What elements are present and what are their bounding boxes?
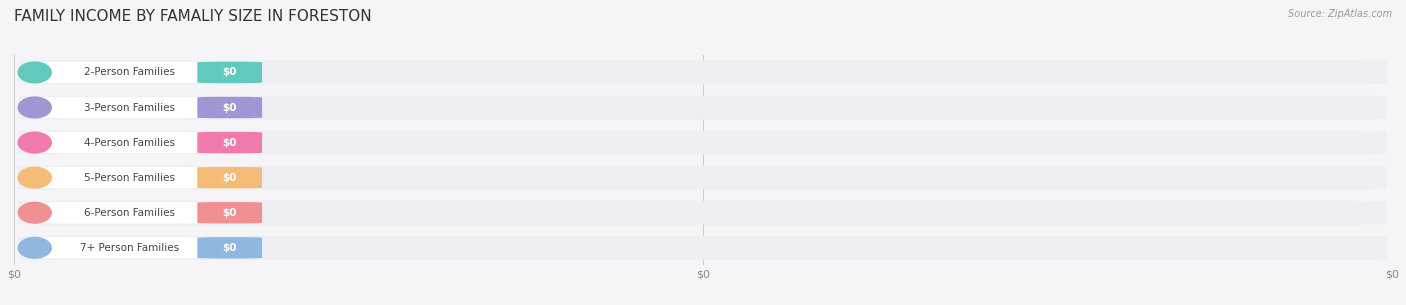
Text: FAMILY INCOME BY FAMALIY SIZE IN FORESTON: FAMILY INCOME BY FAMALIY SIZE IN FORESTO… xyxy=(14,9,371,24)
FancyBboxPatch shape xyxy=(197,202,262,224)
FancyBboxPatch shape xyxy=(197,237,262,259)
Text: $0: $0 xyxy=(222,243,238,253)
FancyBboxPatch shape xyxy=(197,132,262,153)
Ellipse shape xyxy=(18,238,51,258)
FancyBboxPatch shape xyxy=(38,62,207,83)
FancyBboxPatch shape xyxy=(38,132,207,153)
FancyBboxPatch shape xyxy=(18,60,1386,84)
Text: 4-Person Families: 4-Person Families xyxy=(83,138,174,148)
FancyBboxPatch shape xyxy=(197,62,262,83)
Text: 7+ Person Families: 7+ Person Families xyxy=(80,243,179,253)
Ellipse shape xyxy=(18,203,51,223)
Text: 2-Person Families: 2-Person Families xyxy=(83,67,174,77)
FancyBboxPatch shape xyxy=(38,202,207,224)
FancyBboxPatch shape xyxy=(18,131,1386,155)
FancyBboxPatch shape xyxy=(18,236,1386,260)
Ellipse shape xyxy=(18,132,51,153)
Text: $0: $0 xyxy=(222,138,238,148)
Text: $0: $0 xyxy=(222,102,238,113)
FancyBboxPatch shape xyxy=(38,237,207,259)
Ellipse shape xyxy=(18,97,51,118)
Ellipse shape xyxy=(18,167,51,188)
FancyBboxPatch shape xyxy=(197,97,262,118)
Text: Source: ZipAtlas.com: Source: ZipAtlas.com xyxy=(1288,9,1392,19)
Text: 3-Person Families: 3-Person Families xyxy=(83,102,174,113)
Text: $0: $0 xyxy=(222,173,238,183)
Text: 5-Person Families: 5-Person Families xyxy=(83,173,174,183)
FancyBboxPatch shape xyxy=(18,166,1386,190)
FancyBboxPatch shape xyxy=(18,201,1386,225)
Text: 6-Person Families: 6-Person Families xyxy=(83,208,174,218)
FancyBboxPatch shape xyxy=(197,167,262,188)
Text: $0: $0 xyxy=(222,208,238,218)
FancyBboxPatch shape xyxy=(38,167,207,188)
Ellipse shape xyxy=(18,62,51,83)
FancyBboxPatch shape xyxy=(18,95,1386,120)
Text: $0: $0 xyxy=(222,67,238,77)
FancyBboxPatch shape xyxy=(38,97,207,118)
